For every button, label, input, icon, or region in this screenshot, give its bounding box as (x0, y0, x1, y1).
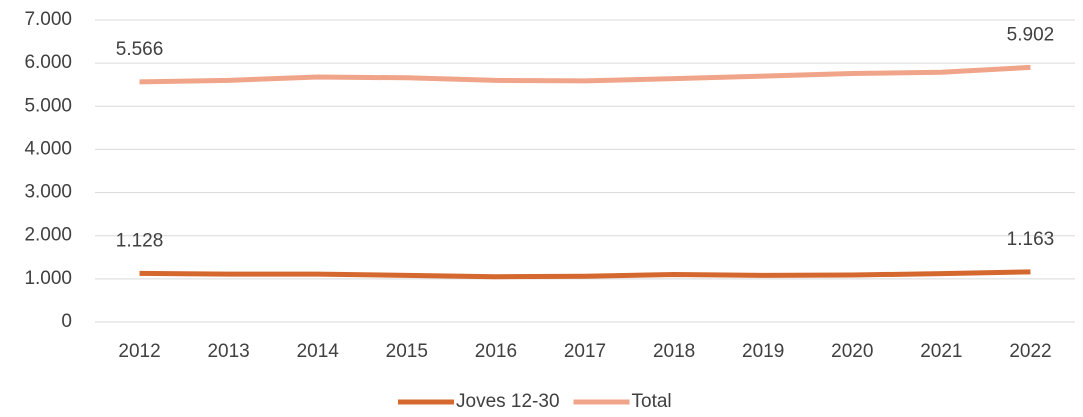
legend-label: Joves 12-30 (456, 391, 560, 412)
x-tick-label: 2020 (831, 341, 873, 362)
line-series (139, 64, 1031, 85)
data-label: 5.566 (116, 39, 164, 60)
x-tick-label: 2018 (653, 341, 695, 362)
x-tick-label: 2016 (475, 341, 517, 362)
x-tick-label: 2019 (742, 341, 784, 362)
data-label: 1.128 (116, 230, 164, 251)
y-tick-label: 6.000 (24, 52, 72, 73)
y-tick-label: 5.000 (24, 95, 72, 116)
y-tick-label: 7.000 (24, 9, 72, 30)
x-tick-label: 2017 (564, 341, 606, 362)
line-series (139, 269, 1031, 280)
data-label: 5.902 (1007, 24, 1055, 45)
x-tick-label: 2015 (386, 341, 428, 362)
y-tick-label: 4.000 (24, 138, 72, 159)
data-label: 1.163 (1007, 229, 1055, 250)
x-tick-label: 2021 (920, 341, 962, 362)
legend-label: Total (632, 391, 672, 412)
y-tick-label: 2.000 (24, 225, 72, 246)
x-tick-label: 2014 (297, 341, 340, 362)
x-tick-label: 2013 (207, 341, 249, 362)
x-tick-label: 2012 (118, 341, 160, 362)
x-tick-label: 2022 (1009, 341, 1051, 362)
y-tick-label: 1.000 (24, 268, 72, 289)
y-tick-label: 0 (61, 311, 72, 332)
y-tick-label: 3.000 (24, 182, 72, 203)
